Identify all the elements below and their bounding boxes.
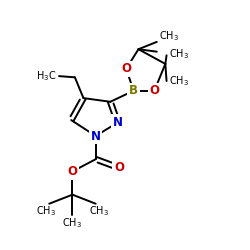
Text: CH$_3$: CH$_3$ [89,204,109,218]
Text: N: N [91,130,101,142]
Text: O: O [149,84,159,97]
Text: O: O [68,165,78,178]
Text: H$_3$C: H$_3$C [36,69,56,83]
Text: N: N [113,116,123,129]
Text: CH$_3$: CH$_3$ [159,29,179,43]
Text: O: O [114,161,124,174]
Text: CH$_3$: CH$_3$ [62,217,82,230]
Text: CH$_3$: CH$_3$ [169,74,189,88]
Text: O: O [121,62,131,75]
Text: CH$_3$: CH$_3$ [169,47,189,61]
Text: CH$_3$: CH$_3$ [36,204,56,218]
Text: B: B [129,84,138,97]
